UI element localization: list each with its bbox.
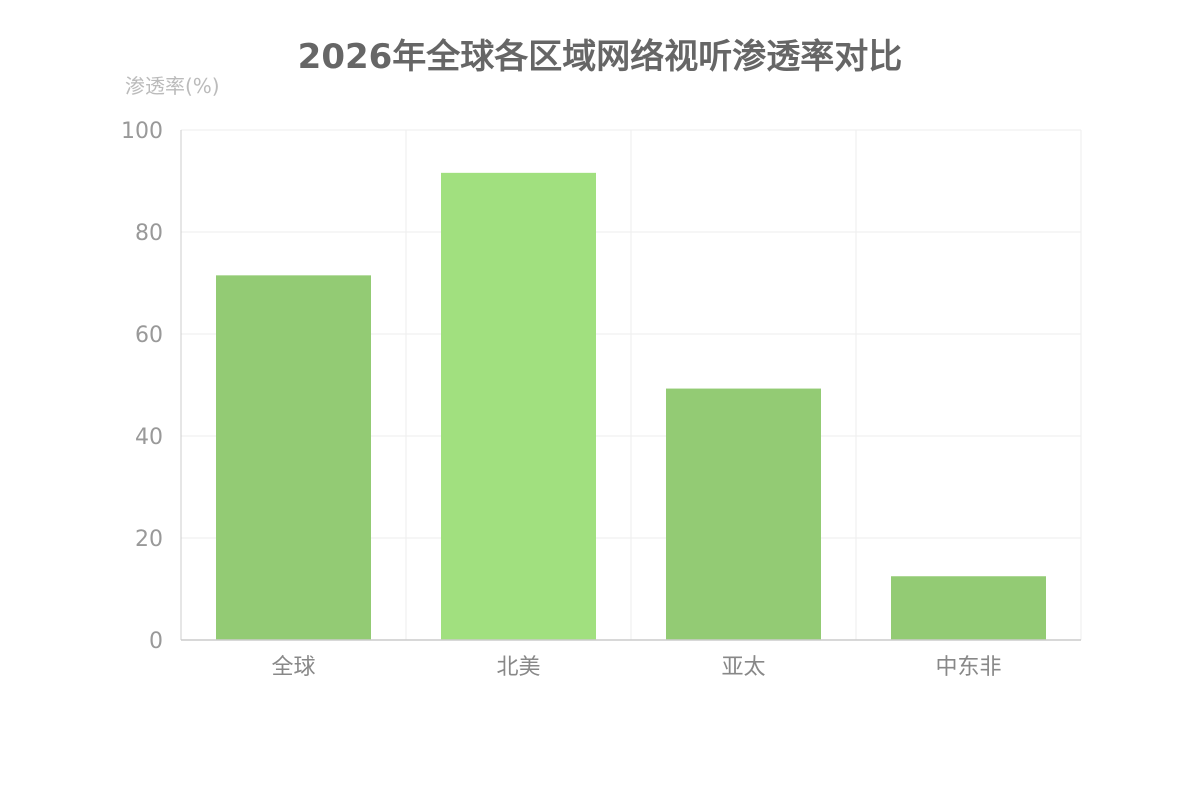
chart-title: 2026年全球各区域网络视听渗透率对比 — [298, 37, 903, 77]
axes — [180, 130, 1081, 641]
tick-labels: 0 20 40 60 80 100 全球 北美 亚太 中东非 — [121, 119, 1002, 680]
y-tick-label: 40 — [135, 425, 163, 450]
bar-中东非 — [891, 576, 1046, 640]
y-axis-label: 渗透率(%) — [125, 74, 220, 98]
bar-全球 — [216, 275, 371, 640]
x-tick-label: 北美 — [496, 655, 540, 680]
x-tick-label: 亚太 — [721, 655, 765, 680]
x-tick-label: 中东非 — [935, 655, 1001, 680]
y-tick-label: 80 — [135, 221, 163, 246]
bar-series — [216, 172, 1046, 640]
y-tick-label: 60 — [135, 323, 163, 348]
y-tick-label: 0 — [149, 629, 163, 654]
y-tick-label: 20 — [135, 527, 163, 552]
bar-北美 — [441, 172, 596, 640]
x-tick-label: 全球 — [271, 655, 315, 680]
bar-亚太 — [666, 388, 821, 640]
y-tick-label: 100 — [121, 119, 163, 144]
